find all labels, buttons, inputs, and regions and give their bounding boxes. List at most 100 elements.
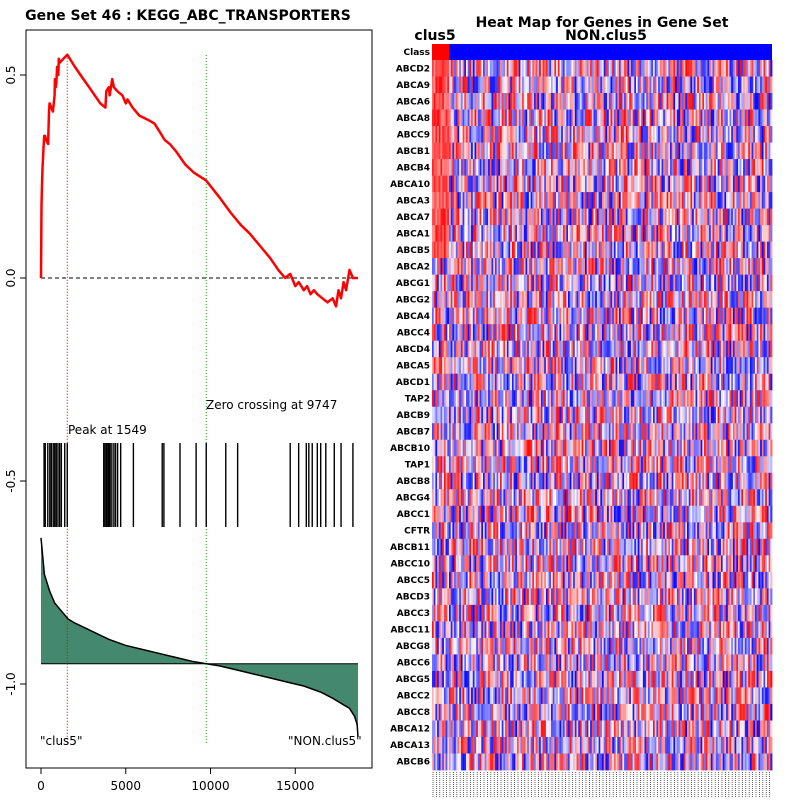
heatmap-cell (595, 175, 598, 193)
heatmap-cell (472, 76, 475, 94)
heatmap-cell (693, 406, 696, 424)
heatmap-cell (666, 109, 669, 127)
heatmap-cell (712, 390, 715, 408)
heatmap-cell (486, 241, 489, 259)
heatmap-cell (651, 225, 654, 243)
heatmap-cell (664, 60, 667, 77)
heatmap-cell (634, 109, 637, 127)
heatmap-cell (471, 192, 474, 209)
heatmap-cell (438, 175, 441, 193)
heatmap-cell (581, 142, 584, 160)
heatmap-cell (559, 225, 562, 243)
heatmap-cell (574, 241, 577, 259)
heatmap-cell (581, 126, 584, 143)
heatmap-cell (464, 324, 467, 342)
heatmap-cell (726, 126, 729, 143)
heatmap-cell (695, 109, 698, 127)
heatmap-cell (654, 93, 657, 110)
heatmap-cell (678, 307, 681, 325)
heatmap-cell (738, 406, 741, 424)
heatmap-cell (734, 208, 737, 226)
heatmap-cell (518, 406, 521, 424)
heatmap-cell (433, 175, 436, 193)
heatmap-cell (613, 159, 616, 176)
heatmap-cell (557, 423, 560, 441)
heatmap-cell (539, 340, 542, 358)
heatmap-cell (734, 142, 737, 160)
heatmap-cell (620, 340, 623, 358)
heatmap-cell (588, 159, 591, 176)
heatmap-cell (554, 423, 557, 441)
heatmap-cell (523, 423, 526, 441)
heatmap-cell (715, 291, 718, 309)
heatmap-cell (562, 340, 565, 358)
heatmap-cell (692, 142, 695, 160)
heatmap-cell (663, 291, 666, 309)
heatmap-cell (517, 307, 520, 325)
heatmap-cell (489, 439, 492, 457)
heatmap-cell (445, 142, 448, 160)
heatmap-cell (455, 423, 458, 441)
heatmap-cell (557, 109, 560, 127)
heatmap-cell (726, 406, 729, 424)
heatmap-cell (658, 208, 661, 226)
heatmap-cell (528, 258, 531, 276)
heatmap-cell (666, 340, 669, 358)
heatmap-cell (712, 93, 715, 110)
heatmap-cell (663, 439, 666, 457)
heatmap-cell (709, 357, 712, 375)
heatmap-cell (744, 439, 747, 457)
heatmap-cell (471, 258, 474, 276)
heatmap-cell (542, 208, 545, 226)
heatmap-cell (761, 241, 764, 259)
heatmap-cell (705, 439, 708, 457)
heatmap-cell (449, 357, 452, 375)
heatmap-cell (697, 258, 700, 276)
heatmap-cell (528, 307, 531, 325)
heatmap-cell (443, 208, 446, 226)
heatmap-cell (690, 225, 693, 243)
heatmap-cell (574, 274, 577, 292)
heatmap-cell (714, 175, 717, 193)
heatmap-cell (489, 60, 492, 77)
heatmap-cell (743, 208, 746, 226)
heatmap-cell (612, 406, 615, 424)
heatmap-cell (520, 225, 523, 243)
heatmap-cell (666, 142, 669, 160)
heatmap-cell (535, 390, 538, 408)
heatmap-cell (670, 225, 673, 243)
heatmap-cell (460, 76, 463, 94)
heatmap-cell (455, 340, 458, 358)
heatmap-cell (488, 93, 491, 110)
heatmap-cell (489, 109, 492, 127)
heatmap-cell (753, 109, 756, 127)
heatmap-cell (654, 142, 657, 160)
heatmap-cell (600, 406, 603, 424)
heatmap-cell (437, 159, 440, 176)
heatmap-cell (554, 175, 557, 193)
heatmap-cell (681, 241, 684, 259)
heatmap-cell (534, 406, 537, 424)
heatmap-cell (442, 357, 445, 375)
heatmap-cell (586, 373, 589, 391)
heatmap-cell (562, 60, 565, 77)
heatmap-cell (760, 373, 763, 391)
heatmap-cell (739, 142, 742, 160)
heatmap-cell (719, 175, 722, 193)
heatmap-cell (535, 373, 538, 391)
heatmap-cell (437, 93, 440, 110)
heatmap-cell (675, 159, 678, 176)
heatmap-cell (739, 406, 742, 424)
heatmap-cell (585, 423, 588, 441)
heatmap-cell (731, 76, 734, 94)
heatmap-cell (671, 159, 674, 176)
heatmap-cell (695, 60, 698, 77)
heatmap-cell (498, 390, 501, 408)
heatmap-cell (493, 324, 496, 342)
heatmap-cell (600, 93, 603, 110)
heatmap-cell (573, 291, 576, 309)
heatmap-cell (698, 142, 701, 160)
heatmap-cell (562, 258, 565, 276)
heatmap-cell (491, 456, 494, 474)
heatmap-cell (455, 60, 458, 77)
